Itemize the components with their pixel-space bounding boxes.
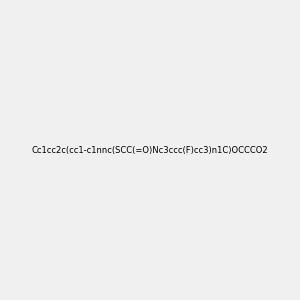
Text: Cc1cc2c(cc1-c1nnc(SCC(=O)Nc3ccc(F)cc3)n1C)OCCCO2: Cc1cc2c(cc1-c1nnc(SCC(=O)Nc3ccc(F)cc3)n1…	[32, 146, 268, 154]
